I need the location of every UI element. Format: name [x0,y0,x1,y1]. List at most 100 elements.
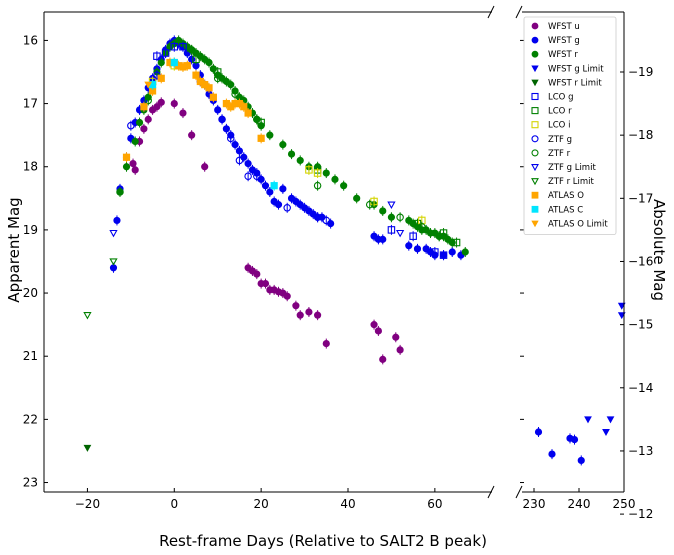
data-point [257,175,265,183]
right-y-tick-label: −12 [628,507,653,521]
data-point [418,222,426,231]
data-point [214,106,222,114]
data-point [122,153,131,161]
legend-marker [531,65,539,73]
data-point [140,125,148,133]
data-point [439,251,448,259]
y-tick-label: 20 [23,286,38,300]
data-point [405,242,413,250]
data-point [448,238,456,247]
data-point [322,169,330,177]
legend-label: LCO i [548,121,570,131]
legend-marker [531,164,539,172]
data-point [170,99,178,108]
data-point [584,416,592,424]
legend-marker [531,79,539,87]
series-lco-g [153,41,448,261]
data-point [244,159,252,168]
legend-label: ZTF g [548,135,572,145]
legend-label: ZTF r [548,149,571,159]
data-point [161,49,170,57]
data-point [179,109,187,117]
legend-marker [531,178,539,186]
data-point [292,302,300,310]
inset-x-tick-label: 240 [568,497,591,511]
series-atlas-c [148,57,278,191]
data-point [179,42,187,51]
legend-label: LCO r [548,107,572,117]
data-point [253,115,261,124]
data-point [534,428,543,436]
axis-break-mark [487,485,495,499]
legend-label: ATLAS C [548,205,583,215]
legend-marker [531,205,539,213]
data-point [192,55,200,64]
legend-label: ZTF r Limit [548,177,595,187]
data-point [235,147,244,155]
data-point [235,156,244,165]
right-y-tick-label: −19 [628,65,653,79]
axis-break-mark [487,5,495,19]
right-y-tick-label: −17 [628,191,653,205]
right-y-tick-label: −15 [628,318,653,332]
data-point [157,58,165,67]
data-point [296,311,304,319]
series-atlas-o-limit [144,81,153,89]
data-point [570,435,579,444]
data-point [116,188,124,196]
data-point [279,185,287,193]
data-point [113,216,121,225]
legend-marker [531,220,539,228]
legend-marker [531,135,539,143]
data-point [244,172,252,180]
x-tick-label: 20 [254,497,269,511]
legend-item: WFST g [531,36,580,46]
data-point [253,172,261,180]
legend-marker [531,22,539,30]
x-tick-label: 60 [427,497,442,511]
series-wfst-g-limit [584,302,626,437]
data-point [287,150,296,158]
data-point [331,175,339,183]
y-tick-label: 21 [23,349,38,363]
data-point [187,46,196,54]
series-wfst-r-limit [83,444,92,452]
data-point [170,58,178,67]
legend-marker [531,92,539,101]
legend-item: LCO g [531,92,573,103]
right-y-tick-label: −16 [628,254,653,268]
legend-item: WFST g Limit [531,64,604,74]
data-point [83,312,92,320]
data-point [157,98,165,106]
data-point [322,339,330,348]
data-point [140,103,148,111]
legend-marker [531,107,539,115]
y-tick-label: 22 [23,412,38,426]
data-point [129,159,137,168]
data-point [153,103,161,111]
legend-item: ZTF g Limit [531,163,596,173]
legend-marker [531,149,539,157]
data-point [266,131,274,139]
inset-x-tick-label: 250 [613,497,636,511]
data-point [413,245,422,253]
data-point [157,74,165,82]
data-point [244,109,252,117]
data-point [305,166,313,174]
series-wfst-r [116,35,469,257]
data-point [396,213,404,222]
data-point [170,42,179,51]
data-point [261,279,270,288]
legend-label: LCO g [548,93,573,103]
data-point [353,194,361,202]
y-tick-label: 23 [23,476,38,490]
legend-item: ZTF r Limit [531,177,595,187]
data-point [452,238,461,247]
data-point [387,213,396,221]
data-point [313,181,322,190]
inset-x-tick-label: 230 [523,497,546,511]
data-point [374,327,382,335]
legend-label: WFST g [548,36,580,46]
data-point [387,226,396,234]
legend-item: LCO r [531,107,572,117]
